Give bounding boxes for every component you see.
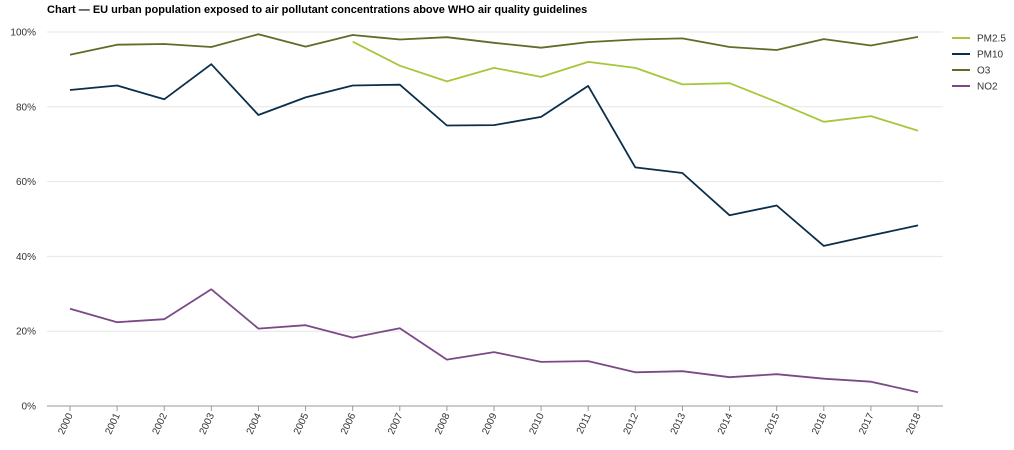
x-tick-label: 2012 (622, 411, 642, 436)
x-tick-label: 2002 (151, 411, 171, 436)
x-tick-label: 2000 (56, 411, 76, 436)
series-line-o3 (69, 33, 919, 56)
grid-layer (47, 31, 943, 332)
chart-title: Chart — EU urban population exposed to a… (47, 4, 588, 16)
legend-label-no2: NO2 (977, 82, 998, 93)
x-tick-label: 2005 (292, 411, 312, 436)
x-tick-label: 2016 (810, 411, 830, 436)
y-tick-label: 0% (22, 402, 37, 413)
legend: PM2.5 PM10 O3 NO2 (952, 34, 1006, 93)
y-tick-label: 20% (16, 327, 36, 338)
x-tick-label: 2003 (198, 411, 218, 436)
y-tick-label: 80% (16, 102, 36, 113)
series-line-pm25 (352, 40, 919, 132)
x-tick-label: 2007 (386, 411, 406, 436)
y-tick-label: 40% (16, 252, 36, 263)
x-tick-label: 2013 (669, 411, 689, 436)
series-line-no2 (69, 288, 919, 394)
x-tick-label: 2008 (433, 411, 453, 436)
legend-label-pm10: PM10 (977, 50, 1004, 61)
x-tick-label: 2018 (904, 411, 924, 436)
x-tick-label: 2014 (716, 411, 736, 436)
x-tick-label: 2017 (857, 411, 877, 436)
x-tick-label: 2006 (339, 411, 359, 436)
legend-label-pm25: PM2.5 (977, 34, 1006, 45)
series-line-pm10 (69, 63, 919, 247)
legend-label-o3: O3 (977, 66, 991, 77)
axis-layer: 0% 20% 40% 60% 80% 100% 2000 2001 2002 2003 2004 20… (10, 28, 943, 436)
x-tick-label: 2004 (245, 411, 265, 436)
x-tick-label: 2010 (527, 411, 547, 436)
x-tick-label: 2001 (103, 411, 123, 436)
y-tick-label: 60% (16, 177, 36, 188)
x-tick-label: 2009 (480, 411, 500, 436)
series-layer (69, 33, 919, 394)
x-tick-label: 2015 (763, 411, 783, 436)
y-tick-label: 100% (10, 28, 36, 39)
x-tick-label: 2011 (575, 411, 594, 436)
